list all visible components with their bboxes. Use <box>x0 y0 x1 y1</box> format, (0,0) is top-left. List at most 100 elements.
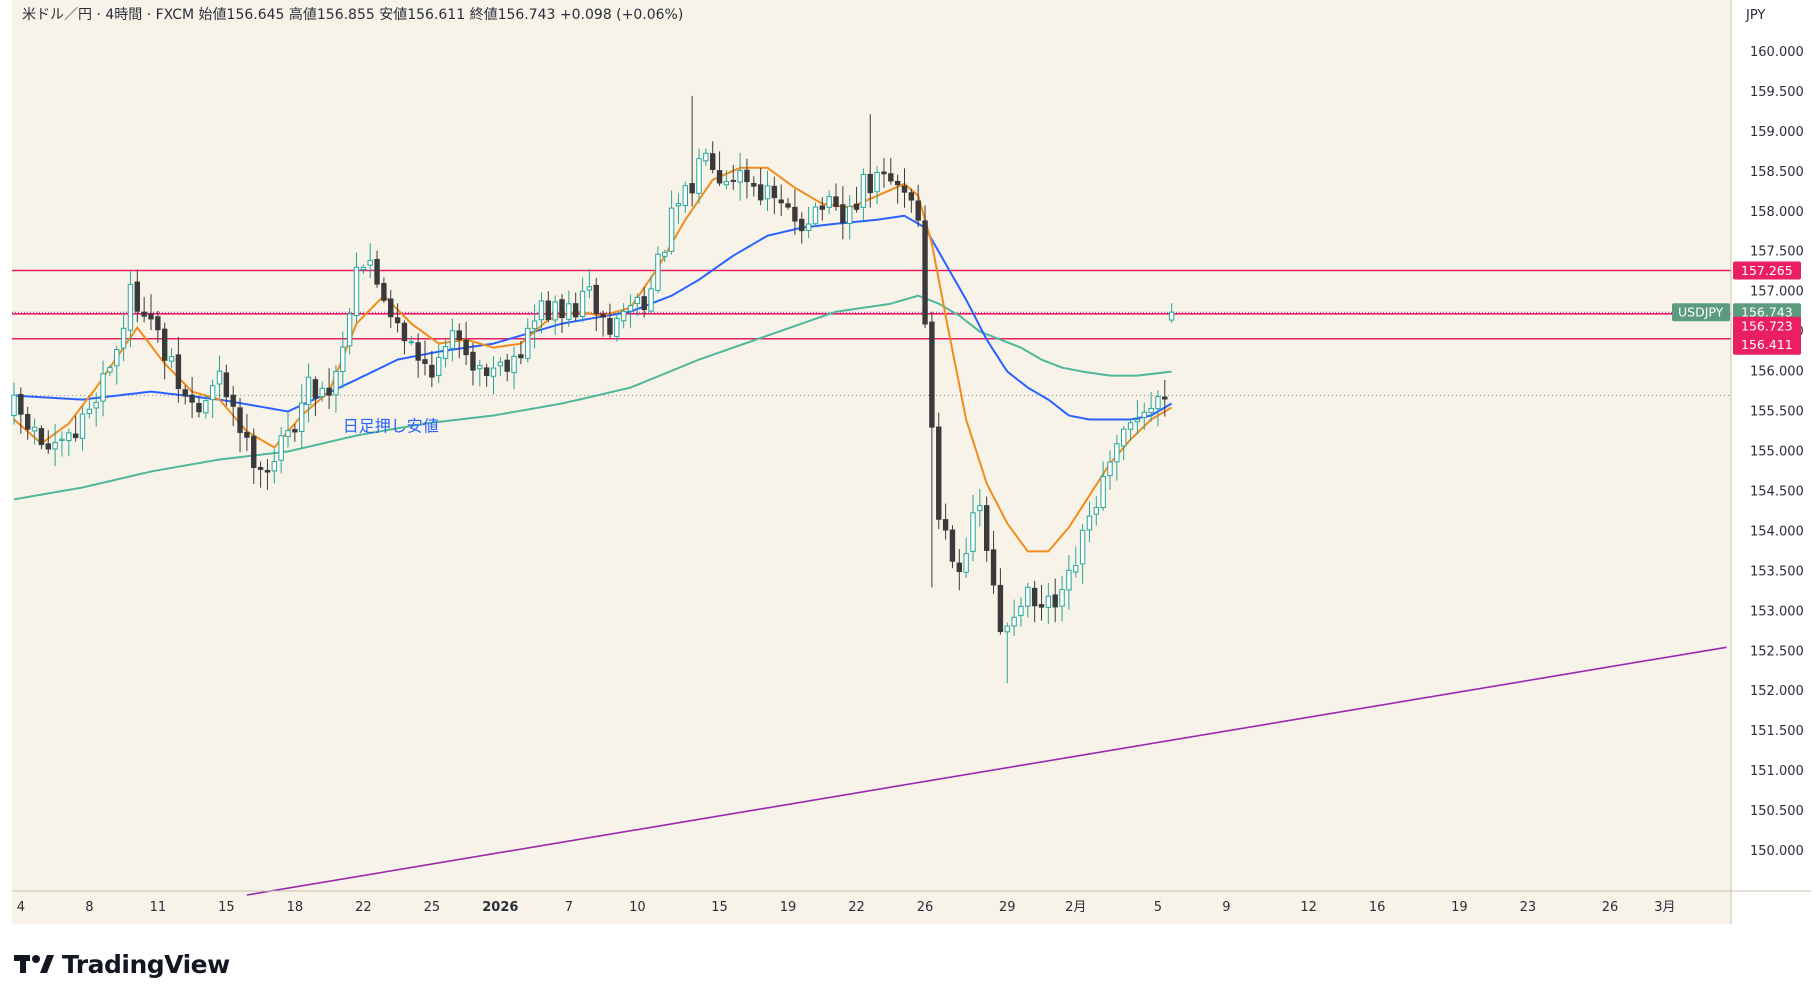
candle-body <box>1066 569 1072 591</box>
candle-body <box>949 529 956 562</box>
candle-body <box>1018 605 1024 617</box>
price-tick-label: 150.000 <box>1750 844 1804 859</box>
candle-body <box>120 327 127 349</box>
candle-body <box>1127 422 1134 430</box>
time-tick-label: 26 <box>917 900 934 915</box>
trendline[interactable] <box>246 646 1727 896</box>
ema-mid-line <box>13 214 1173 421</box>
candle-body <box>25 413 31 430</box>
candle-body <box>956 562 962 573</box>
candle-body <box>812 206 819 225</box>
brand-logo[interactable]: TradingView <box>14 944 230 984</box>
candle-body <box>538 300 545 321</box>
candle-body <box>155 316 161 331</box>
symbol-tag-box <box>1672 303 1730 322</box>
price-axis[interactable]: 160.000 159.500 159.000 158.500 158.000 157.5… <box>1750 45 1804 859</box>
candle-body <box>573 303 579 318</box>
candle-body <box>244 431 250 438</box>
price-tick-label: 159.500 <box>1750 85 1804 100</box>
candle-body <box>737 170 743 183</box>
price-axis-background[interactable] <box>1731 0 1811 924</box>
candle-body <box>778 199 784 204</box>
candle-body <box>833 196 839 207</box>
candle-body <box>127 283 134 331</box>
candle-body <box>840 204 846 224</box>
candle-body <box>675 203 682 207</box>
candle-body <box>716 170 723 184</box>
time-tick-label: 15 <box>711 900 728 915</box>
candle-body <box>189 394 195 403</box>
candle-body <box>45 443 51 450</box>
candle-body <box>72 433 79 439</box>
candle-body <box>230 394 236 407</box>
time-axis[interactable]: 4 8 11 15 18 22 25 2026 7 10 15 19 22 26 29 2月 5 9 12 16 19 2… <box>17 900 1676 915</box>
brand-name: TradingView <box>62 949 230 979</box>
candle-body <box>346 313 353 347</box>
candle-body <box>1079 529 1086 565</box>
candle-body <box>333 371 339 396</box>
candle-body <box>984 505 990 551</box>
candle-body <box>134 281 141 312</box>
candles <box>11 95 1175 684</box>
time-tick-label: 23 <box>1520 900 1537 915</box>
price-tags: 157.265USDJPY156.74302:18:54156.723156.4… <box>1672 261 1801 355</box>
candle-body <box>963 553 969 573</box>
candle-body <box>388 298 394 318</box>
candle-body <box>668 207 675 252</box>
candle-body <box>710 153 716 170</box>
level-tag-box <box>1733 316 1801 355</box>
candle-body <box>566 303 572 320</box>
price-levels[interactable] <box>12 269 1731 397</box>
support-trendline <box>246 646 1727 896</box>
chart-background[interactable] <box>12 0 1731 924</box>
candle-body <box>114 349 120 367</box>
candle-body <box>922 220 928 325</box>
time-tick-label: 19 <box>1451 900 1468 915</box>
price-tick-label: 157.000 <box>1750 285 1804 300</box>
price-tick-label: 154.000 <box>1750 524 1804 539</box>
candle-body <box>449 330 456 349</box>
candle-body <box>168 356 175 362</box>
time-tick-label: 2026 <box>482 900 518 915</box>
candle-body <box>86 408 93 414</box>
candle-body <box>162 328 168 361</box>
candle-body <box>1134 418 1141 423</box>
currency-label[interactable]: JPY <box>1745 8 1765 23</box>
candle-body <box>1011 616 1017 627</box>
time-tick-label: 3月 <box>1654 900 1675 915</box>
candle-body <box>367 259 373 266</box>
candle-body <box>751 182 757 187</box>
time-tick-label: 7 <box>565 900 573 915</box>
price-tick-label: 155.500 <box>1750 405 1804 420</box>
candle-body <box>394 317 401 324</box>
candle-body <box>203 400 209 414</box>
price-tick-label: 155.000 <box>1750 444 1804 459</box>
candle-body <box>477 365 483 370</box>
candle-body <box>1168 311 1175 321</box>
candle-body <box>1059 588 1065 607</box>
level-tag-box <box>1733 261 1801 280</box>
candle-body <box>1025 586 1031 607</box>
candle-body <box>100 373 106 402</box>
candle-body <box>340 346 346 372</box>
candle-body <box>853 203 860 210</box>
candle-body <box>867 173 873 194</box>
price-tick-label: 156.000 <box>1750 365 1804 380</box>
candle-body <box>894 180 901 186</box>
candle-body <box>52 442 58 450</box>
candle-body <box>107 367 113 373</box>
price-tick-label: 151.000 <box>1750 764 1804 779</box>
candle-body <box>730 179 736 182</box>
candle-body <box>312 379 319 399</box>
candle-body <box>216 370 223 385</box>
price-tick-label: 154.500 <box>1750 484 1804 499</box>
candle-body <box>504 359 510 372</box>
candle-body <box>436 357 442 377</box>
candle-body <box>819 205 825 210</box>
candle-body <box>655 253 661 291</box>
candle-body <box>799 218 805 232</box>
candle-body <box>374 258 380 285</box>
currency-box[interactable] <box>1740 2 1802 28</box>
price-tick-label: 159.000 <box>1750 125 1804 140</box>
